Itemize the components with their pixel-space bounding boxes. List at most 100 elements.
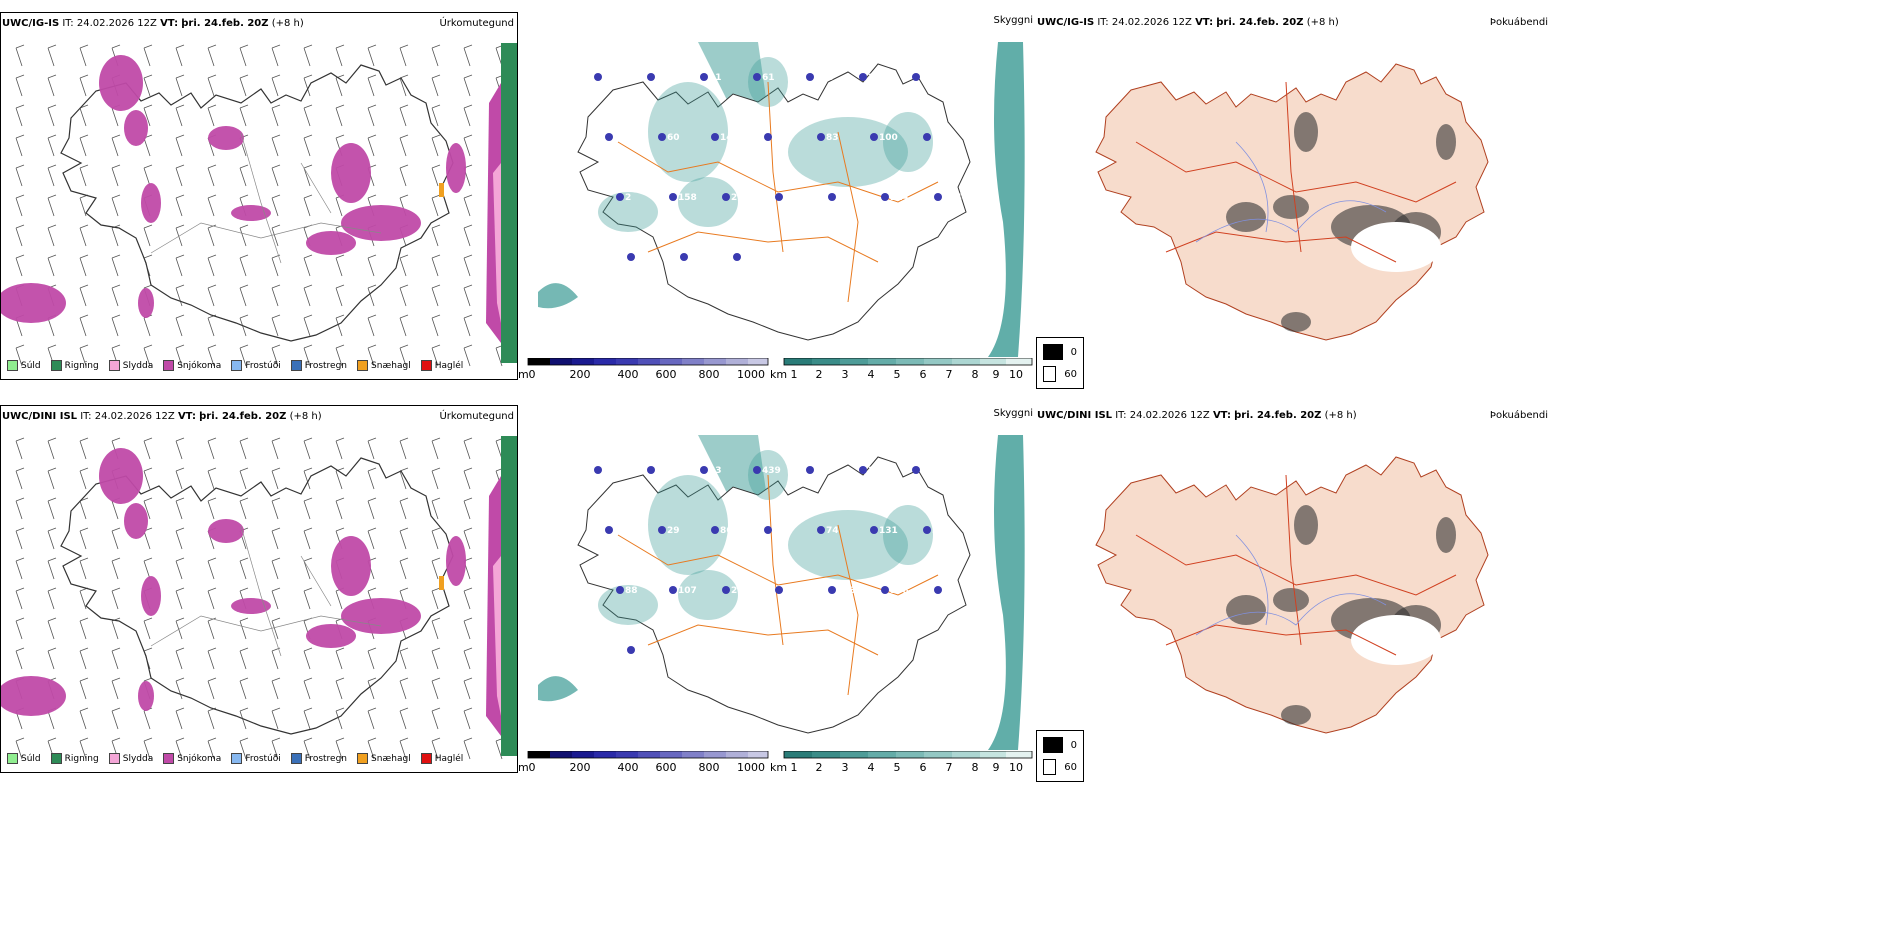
snow-depth-patch	[658, 133, 666, 141]
legend-item: Súld	[7, 753, 41, 764]
legend-item: Slydda	[108, 753, 153, 764]
snow-depth-patch	[881, 193, 889, 201]
wind-barb	[271, 437, 281, 460]
visibility-map: 633 95 23 439 66 19 248 170 29 86 89 74 131 34 88 107 20…	[538, 435, 1025, 750]
wind-barb	[143, 74, 153, 97]
snow-depth-patch	[923, 526, 931, 534]
legend-item: Frostregn	[290, 360, 348, 371]
wind-barb	[367, 497, 377, 520]
wind-barb	[15, 647, 25, 670]
wind-barb	[239, 344, 249, 367]
vis-tick: 4	[867, 368, 875, 380]
fog-area	[1294, 505, 1318, 545]
wind-barb	[463, 224, 473, 247]
wind-barb	[431, 44, 441, 67]
wind-barb	[239, 467, 249, 490]
wind-barb	[47, 467, 57, 490]
wind-barb	[271, 497, 281, 520]
snow-area	[138, 681, 154, 711]
fog-legend-top: 0	[1070, 346, 1077, 358]
snow-depth-label: 96	[837, 193, 850, 203]
wind-barb	[143, 164, 153, 187]
panel-title-visibility: Skyggni	[993, 15, 1033, 26]
wind-barb	[143, 467, 153, 490]
wind-barb	[463, 104, 473, 127]
wind-barb	[367, 314, 377, 337]
precip-type-legend: Súld Rigning Slydda Snjókoma Frostúði Frostre…	[7, 753, 463, 764]
vis-tick: 10	[1009, 368, 1023, 380]
wind-barb	[431, 194, 441, 217]
wind-barb	[143, 737, 153, 760]
snow-depth-patch	[934, 193, 942, 201]
snow-depth-patch	[627, 253, 635, 261]
wind-barb	[15, 224, 25, 247]
wind-barb	[207, 44, 217, 67]
wind-barb	[207, 164, 217, 187]
low-visibility-area	[538, 676, 578, 702]
sleet-area	[493, 163, 501, 323]
wind-barb	[111, 707, 121, 730]
snow-depth-label: 194	[921, 73, 940, 83]
wind-barb	[271, 164, 281, 187]
legend-label: Frostregn	[304, 360, 348, 371]
wind-barb	[79, 164, 89, 187]
wind-barb	[207, 224, 217, 247]
snow-tick: 600	[655, 368, 677, 380]
wind-barb	[399, 44, 409, 67]
panel-header: UWC/DINI ISL IT: 24.02.2026 12Z VT: þri.…	[1037, 410, 1357, 421]
wind-barb	[47, 134, 57, 157]
wind-barb	[239, 254, 249, 277]
wind-barb	[239, 437, 249, 460]
wind-barb	[47, 44, 57, 67]
legend-label: Frostregn	[304, 753, 348, 764]
coastline	[577, 456, 971, 734]
low-visibility-area	[538, 283, 578, 309]
wind-barb	[271, 314, 281, 337]
snow-depth-patch	[616, 586, 624, 594]
snow-depth-label: 19	[868, 466, 881, 476]
wind-barb	[239, 284, 249, 307]
wind-barb	[431, 557, 441, 580]
wind-barb	[271, 134, 281, 157]
snow-depth-label: 598	[890, 586, 909, 596]
wind-barb	[239, 224, 249, 247]
wind-barb	[271, 587, 281, 610]
wind-barb	[303, 134, 313, 157]
wind-barb	[399, 497, 409, 520]
wind-barb	[143, 617, 153, 640]
wind-barb	[239, 617, 249, 640]
wind-barb	[399, 707, 409, 730]
wind-barb	[367, 344, 377, 367]
wind-barb	[431, 527, 441, 550]
wind-barb	[207, 587, 217, 610]
wind-barb	[47, 104, 57, 127]
fog-area	[1436, 517, 1456, 553]
wind-barb	[175, 617, 185, 640]
wind-barb	[79, 707, 89, 730]
wind-barb	[431, 164, 441, 187]
snow-area	[1, 283, 66, 323]
wind-barb	[207, 254, 217, 277]
wind-barb	[15, 344, 25, 367]
wind-barb	[79, 557, 89, 580]
wind-barb	[367, 467, 377, 490]
snow-depth-patch	[594, 73, 602, 81]
rain-area	[501, 436, 517, 756]
snow-depth-patch	[753, 73, 761, 81]
wind-barb	[399, 164, 409, 187]
wind-barb	[175, 224, 185, 247]
wind-barb	[143, 437, 153, 460]
wind-barb	[335, 74, 345, 97]
panel-title-fog: Þokuábendi	[1489, 410, 1548, 421]
wind-barb	[111, 527, 121, 550]
snow-area	[341, 598, 421, 634]
legend-item: Snæhagl	[357, 753, 411, 764]
wind-barb	[335, 314, 345, 337]
wind-barb	[47, 617, 57, 640]
wind-barb	[175, 194, 185, 217]
snow-depth-patch	[806, 466, 814, 474]
legend-label: Haglél	[434, 753, 464, 764]
visibility-colorbar: km 1 2 3 4 5 6 7 8 9 10	[770, 358, 1036, 380]
wind-barb	[47, 437, 57, 460]
visibility-unit: km	[770, 368, 788, 380]
